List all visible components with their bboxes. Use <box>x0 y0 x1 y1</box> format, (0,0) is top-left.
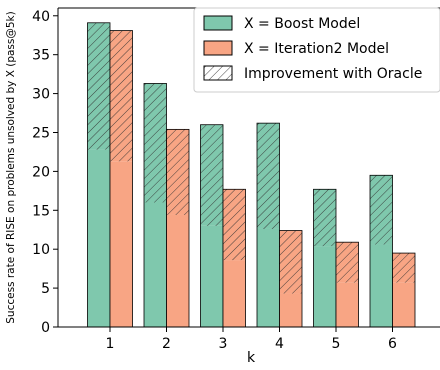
bar-iteration2-oracle-hatch-k6 <box>392 253 415 283</box>
bar-boost-base-k2 <box>144 202 167 327</box>
x-tick-label-1: 1 <box>106 336 115 352</box>
legend-label-iteration2: X = Iteration2 Model <box>244 41 389 57</box>
legend: X = Boost Model X = Iteration2 Model Imp… <box>193 7 440 93</box>
bar-iteration2-oracle-hatch-k5 <box>336 242 359 283</box>
bar-boost-base-k3 <box>200 225 223 327</box>
bar-boost-base-k5 <box>313 246 336 327</box>
y-tick-label-0: 0 <box>41 320 50 336</box>
y-tick-label-15: 15 <box>32 203 50 219</box>
bar-boost-oracle-hatch-k6 <box>370 175 393 245</box>
legend-label-oracle: Improvement with Oracle <box>244 66 422 82</box>
bar-iteration2-base-k5 <box>336 282 359 327</box>
bar-iteration2-oracle-hatch-k4 <box>279 230 302 294</box>
bar-iteration2-base-k2 <box>166 214 189 327</box>
bar-boost-oracle-hatch-k4 <box>257 123 280 229</box>
y-tick-label-5: 5 <box>41 281 50 297</box>
legend-frame <box>193 7 440 93</box>
bar-iteration2-base-k4 <box>279 293 302 327</box>
y-tick-label-25: 25 <box>32 125 50 141</box>
y-tick-label-30: 30 <box>32 87 50 103</box>
bar-boost-oracle-hatch-k1 <box>87 22 110 150</box>
bar-iteration2-oracle-hatch-k3 <box>223 189 246 261</box>
bar-boost-base-k1 <box>87 149 110 327</box>
y-axis-label: Success rate of RISE on problems unsolve… <box>5 11 17 323</box>
x-tick-label-4: 4 <box>275 336 284 352</box>
bar-boost-oracle-hatch-k5 <box>313 189 336 247</box>
bar-boost-oracle-hatch-k3 <box>200 124 223 226</box>
x-axis-label: k <box>247 350 256 366</box>
legend-swatch-iteration2 <box>203 40 233 56</box>
bar-iteration2-oracle-hatch-k1 <box>110 30 133 162</box>
y-tick-label-35: 35 <box>32 48 50 64</box>
x-tick-label-6: 6 <box>388 336 397 352</box>
bar-iteration2-base-k1 <box>110 161 133 327</box>
x-tick-label-2: 2 <box>162 336 171 352</box>
y-tick-label-10: 10 <box>32 242 50 258</box>
y-tick-label-40: 40 <box>32 9 50 25</box>
legend-label-boost: X = Boost Model <box>244 16 360 32</box>
bar-boost-base-k6 <box>370 244 393 327</box>
legend-swatch-boost <box>203 15 233 31</box>
x-tick-label-5: 5 <box>332 336 341 352</box>
bar-boost-oracle-hatch-k2 <box>144 83 167 203</box>
bar-boost-base-k4 <box>257 228 280 327</box>
x-tick-label-3: 3 <box>219 336 228 352</box>
legend-swatch-oracle <box>203 65 233 81</box>
bar-iteration2-base-k6 <box>392 282 415 327</box>
y-tick-label-20: 20 <box>32 164 50 180</box>
bar-iteration2-oracle-hatch-k2 <box>166 129 189 215</box>
bar-iteration2-base-k3 <box>223 260 246 327</box>
